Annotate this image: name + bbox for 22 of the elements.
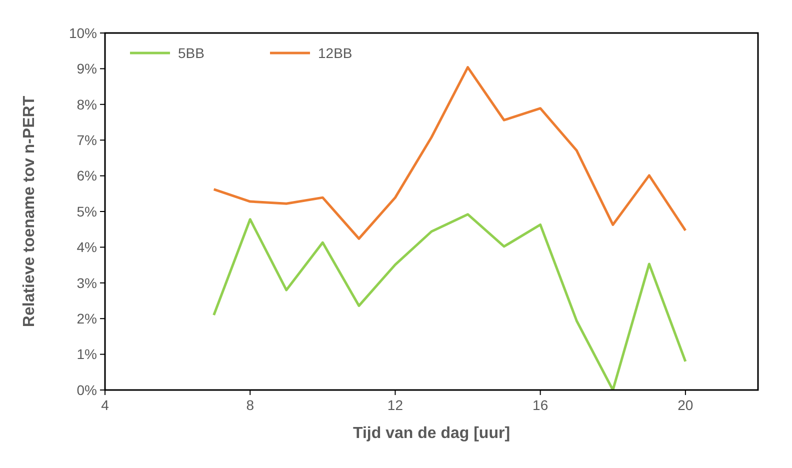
x-tick-label: 12 xyxy=(387,397,404,413)
legend-label: 5BB xyxy=(178,44,204,61)
y-axis-title: Relatieve toename tov n-PERT xyxy=(21,96,38,328)
y-tick-label: 8% xyxy=(76,96,97,112)
y-tick-label: 0% xyxy=(76,382,97,398)
x-tick-label: 16 xyxy=(532,397,548,413)
y-tick-label: 5% xyxy=(76,203,97,220)
line-series xyxy=(212,66,687,240)
line-series xyxy=(212,213,687,390)
y-tick-label: 7% xyxy=(76,132,97,148)
legend-label: 12BB xyxy=(318,44,352,61)
y-tick-label: 10% xyxy=(68,24,97,41)
x-tick-label: 20 xyxy=(678,397,694,413)
y-tick-label: 2% xyxy=(76,310,97,326)
x-axis-title: Tijd van de dag [uur] xyxy=(352,425,510,442)
y-tick-label: 3% xyxy=(76,274,97,291)
y-tick-label: 9% xyxy=(76,60,97,77)
y-tick-label: 6% xyxy=(76,168,97,184)
x-tick-label: 4 xyxy=(101,397,110,413)
x-tick-label: 8 xyxy=(246,397,254,413)
y-tick-label: 1% xyxy=(76,346,97,362)
y-tick-label: 4% xyxy=(76,239,97,256)
